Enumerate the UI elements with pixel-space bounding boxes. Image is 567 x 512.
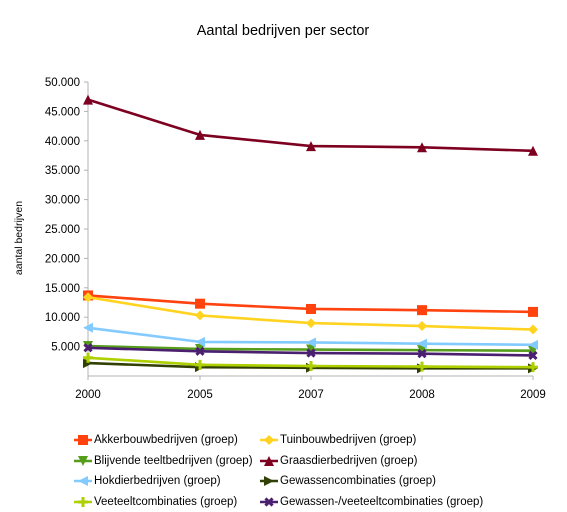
data-point-marker [417, 142, 427, 153]
legend-swatch [260, 455, 278, 466]
data-point-marker [417, 321, 427, 332]
legend-item: Tuinbouwbedrijven (groep) [260, 434, 520, 446]
legend-item: Veeteeltcombinaties (groep) [74, 496, 260, 508]
legend-row: Hokdierbedrijven (groep) Gewassencombinat… [74, 471, 554, 492]
legend-item: Gewassen-/veeteeltcombinaties (groep) [260, 496, 520, 508]
data-point-marker [417, 338, 427, 349]
data-point-marker [306, 318, 316, 329]
data-point-marker [417, 361, 427, 372]
data-point-marker [83, 292, 93, 303]
series-7 [83, 343, 538, 361]
data-point-marker [417, 305, 427, 316]
chart-title: Aantal bedrijven per sector [197, 23, 370, 39]
data-point-marker [528, 339, 538, 350]
legend-label: Hokdierbedrijven (groep) [94, 475, 221, 488]
data-point-marker [306, 337, 316, 348]
x-tick-label: 2005 [187, 389, 213, 401]
legend-row: Blijvende teeltbedrijven (groep) Graasdie… [74, 451, 554, 472]
legend-item: Hokdierbedrijven (groep) [74, 475, 260, 487]
data-point-marker [528, 362, 538, 373]
y-axis-label: aantal bedrijven [13, 201, 25, 275]
data-point-marker [83, 352, 93, 363]
data-point-marker [417, 345, 427, 356]
x-tick-label: 2000 [75, 389, 101, 401]
data-point-marker [195, 310, 205, 321]
data-point-marker [528, 145, 538, 156]
data-point-marker [83, 343, 93, 353]
data-point-marker [78, 455, 88, 466]
legend-swatch [260, 476, 278, 487]
data-point-marker [195, 359, 205, 370]
legend-swatch [74, 496, 92, 507]
data-point-marker [306, 141, 316, 152]
legend-item: Akkerbouwbedrijven (groep) [74, 434, 260, 446]
data-point-marker [83, 358, 93, 369]
y-tick-label: 25.000 [45, 224, 80, 236]
x-tick-label: 2007 [298, 389, 324, 401]
data-point-marker [264, 455, 274, 466]
legend-swatch [74, 455, 92, 466]
data-point-marker [306, 348, 316, 358]
legend-item: Blijvende teeltbedrijven (groep) [74, 455, 260, 467]
legend-row: Veeteeltcombinaties (groep) Gewassen-/vee… [74, 492, 554, 512]
y-tick-label: 45.000 [45, 106, 80, 118]
legend-label: Graasdierbedrijven (groep) [280, 454, 418, 467]
legend-row: Akkerbouwbedrijven (groep) Tuinbouwbedrij… [74, 430, 554, 451]
legend-label: Gewassencombinaties (groep) [280, 475, 436, 488]
data-point-marker [528, 306, 538, 317]
data-point-marker [78, 496, 88, 507]
y-tick-label: 10.000 [45, 312, 80, 324]
data-point-marker [195, 298, 205, 309]
y-tick-label: 15.000 [45, 283, 80, 295]
legend-label: Blijvende teeltbedrijven (groep) [94, 454, 253, 467]
legend-swatch [74, 476, 92, 487]
series-0 [83, 290, 538, 317]
legend-label: Tuinbouwbedrijven (groep) [280, 434, 417, 447]
series-6 [83, 352, 538, 373]
data-point-marker [306, 303, 316, 314]
data-point-marker [78, 476, 88, 487]
axes: 5.000 10.000 15.000 20.000 25.000 30.000 35.00… [45, 77, 546, 401]
series-4 [83, 322, 538, 350]
data-point-marker [264, 435, 274, 446]
data-point-marker [83, 322, 93, 333]
data-point-marker [528, 350, 538, 361]
data-point-marker [528, 324, 538, 335]
data-point-marker [306, 344, 316, 355]
legend-label: Akkerbouwbedrijven (groep) [94, 434, 238, 447]
x-tick-label: 2009 [520, 389, 546, 401]
y-tick-label: 35.000 [45, 165, 80, 177]
legend-swatch [74, 435, 92, 446]
y-tick-label: 5.000 [51, 342, 80, 354]
y-tick-label: 20.000 [45, 253, 80, 265]
data-point-marker [78, 435, 88, 446]
data-point-marker [195, 346, 205, 356]
data-point-marker [195, 343, 205, 354]
series-layer [83, 94, 538, 374]
data-point-marker [83, 94, 93, 105]
data-point-marker [417, 349, 427, 359]
series-1 [83, 292, 538, 335]
y-tick-label: 50.000 [45, 77, 80, 89]
data-point-marker [264, 476, 274, 487]
legend-swatch [260, 435, 278, 446]
x-tick-label: 2008 [409, 389, 435, 401]
data-point-marker [195, 129, 205, 140]
legend: Akkerbouwbedrijven (groep) Tuinbouwbedrij… [74, 430, 554, 512]
y-tick-label: 40.000 [45, 136, 80, 148]
y-tick-label: 30.000 [45, 195, 80, 207]
data-point-marker [264, 497, 274, 507]
data-point-marker [306, 361, 316, 372]
data-point-marker [195, 336, 205, 347]
legend-swatch [260, 497, 278, 507]
legend-item: Gewassencombinaties (groep) [260, 475, 520, 487]
legend-label: Gewassen-/veeteeltcombinaties (groep) [280, 495, 484, 508]
series-3 [83, 94, 538, 156]
legend-item: Graasdierbedrijven (groep) [260, 455, 520, 467]
legend-label: Veeteeltcombinaties (groep) [94, 495, 238, 508]
